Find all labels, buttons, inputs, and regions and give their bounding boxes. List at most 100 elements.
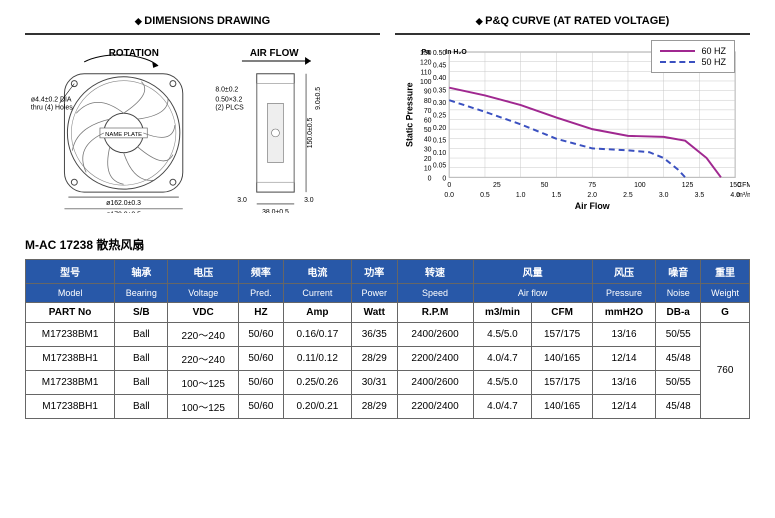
cell: 100～125 [168, 371, 239, 395]
cell: 13/16 [592, 323, 656, 347]
svg-text:50: 50 [541, 182, 549, 189]
col-header: 转速 [397, 260, 473, 284]
unit-cell: VDC [168, 303, 239, 323]
cell: 0.11/0.12 [283, 347, 351, 371]
svg-text:ø162.0±0.3: ø162.0±0.3 [106, 200, 141, 207]
col-subheader: Air flow [473, 284, 592, 303]
svg-text:3.0: 3.0 [237, 197, 247, 204]
col-subheader: Power [352, 284, 398, 303]
cell: Ball [115, 395, 168, 419]
cell: 28/29 [352, 395, 398, 419]
spec-table: 型号轴承电压频率电流功率转速风量风压噪音重里 ModelBearingVolta… [25, 259, 750, 419]
svg-text:40: 40 [424, 137, 432, 144]
cell: 36/35 [352, 323, 398, 347]
svg-text:38.0±0.5: 38.0±0.5 [262, 209, 289, 213]
cell: 4.5/5.0 [473, 371, 532, 395]
unit-cell: HZ [238, 303, 283, 323]
cell: Ball [115, 347, 168, 371]
svg-text:0: 0 [447, 182, 451, 189]
cell: 50/60 [238, 323, 283, 347]
svg-text:1.0: 1.0 [516, 192, 526, 199]
col-header: 重里 [701, 260, 750, 284]
table-row: M17238BM1Ball100～12550/600.25/0.2630/312… [26, 371, 750, 395]
svg-text:0.35: 0.35 [433, 88, 447, 95]
cell: 50/60 [238, 395, 283, 419]
svg-text:1.5: 1.5 [552, 192, 562, 199]
svg-text:100: 100 [420, 79, 432, 86]
svg-text:0.15: 0.15 [433, 138, 447, 145]
cell: 4.0/4.7 [473, 395, 532, 419]
unit-cell: S/B [115, 303, 168, 323]
pq-title: P&Q CURVE (AT RATED VOLTAGE) [395, 15, 750, 35]
dimensions-panel: DIMENSIONS DRAWING ROTATION AIR FLOW NAM… [25, 15, 380, 216]
svg-text:2.0: 2.0 [587, 192, 597, 199]
svg-text:20: 20 [424, 156, 432, 163]
svg-text:3.5: 3.5 [695, 192, 705, 199]
chart-legend: 60 HZ 50 HZ [651, 40, 735, 73]
holes-note: ø4.4±0.2 DIA thru (4) Holes [31, 96, 73, 111]
cell: 45/48 [656, 395, 701, 419]
col-subheader: Noise [656, 284, 701, 303]
cell: 0.16/0.17 [283, 323, 351, 347]
svg-text:80: 80 [424, 98, 432, 105]
svg-text:In H₂O: In H₂O [445, 49, 467, 56]
table-row: M17238BM1Ball220～24050/600.16/0.1736/352… [26, 323, 750, 347]
cell: 100～125 [168, 395, 239, 419]
pq-panel: P&Q CURVE (AT RATED VOLTAGE) 0 10 20 30 40 50… [395, 15, 750, 216]
cell: 4.5/5.0 [473, 323, 532, 347]
col-subheader: Bearing [115, 284, 168, 303]
svg-text:NAME PLATE: NAME PLATE [105, 132, 142, 138]
svg-text:30: 30 [424, 146, 432, 153]
unit-cell: G [701, 303, 750, 323]
svg-text:8.0±0.2: 8.0±0.2 [215, 87, 238, 94]
cell: 2200/2400 [397, 347, 473, 371]
col-header: 轴承 [115, 260, 168, 284]
unit-cell: m3/min [473, 303, 532, 323]
legend-item: 50 HZ [660, 57, 726, 67]
col-subheader: Weight [701, 284, 750, 303]
cell: 140/165 [532, 347, 592, 371]
svg-text:0.25: 0.25 [433, 113, 447, 120]
cell: 45/48 [656, 347, 701, 371]
col-header: 型号 [26, 260, 115, 284]
legend-item: 60 HZ [660, 46, 726, 56]
svg-text:0.5: 0.5 [480, 192, 490, 199]
svg-text:9.0±0.5: 9.0±0.5 [315, 87, 322, 110]
cell: 4.0/4.7 [473, 347, 532, 371]
svg-text:125: 125 [682, 182, 694, 189]
legend-label: 60 HZ [701, 46, 726, 56]
cell: Ball [115, 323, 168, 347]
unit-cell: DB-a [656, 303, 701, 323]
col-subheader: Model [26, 284, 115, 303]
svg-text:0: 0 [428, 175, 432, 182]
svg-text:60: 60 [424, 117, 432, 124]
svg-text:0.50×3.2(2) PLCS: 0.50×3.2(2) PLCS [215, 96, 244, 111]
svg-text:Air Flow: Air Flow [575, 201, 610, 211]
svg-text:75: 75 [588, 182, 596, 189]
svg-text:10: 10 [424, 166, 432, 173]
cell: 140/165 [532, 395, 592, 419]
cell: 0.20/0.21 [283, 395, 351, 419]
legend-label: 50 HZ [701, 57, 726, 67]
svg-text:2.5: 2.5 [623, 192, 633, 199]
cell: 30/31 [352, 371, 398, 395]
table-row: M17238BH1Ball100～12550/600.20/0.2128/292… [26, 395, 750, 419]
col-subheader: Voltage [168, 284, 239, 303]
col-header: 电流 [283, 260, 351, 284]
cell: M17238BH1 [26, 347, 115, 371]
svg-text:110: 110 [420, 69, 431, 76]
svg-text:0.45: 0.45 [433, 63, 447, 70]
airflow-label: AIR FLOW [250, 48, 299, 59]
svg-text:0.0: 0.0 [444, 192, 454, 199]
cell: 50/60 [238, 347, 283, 371]
cell: 157/175 [532, 323, 592, 347]
cell: M17238BM1 [26, 323, 115, 347]
col-subheader: Pred. [238, 284, 283, 303]
cell: 0.25/0.26 [283, 371, 351, 395]
svg-text:Pa: Pa [422, 49, 431, 56]
cell: Ball [115, 371, 168, 395]
svg-text:0: 0 [442, 175, 446, 182]
cell: 220～240 [168, 323, 239, 347]
svg-text:0.20: 0.20 [433, 125, 447, 132]
col-header: 功率 [352, 260, 398, 284]
